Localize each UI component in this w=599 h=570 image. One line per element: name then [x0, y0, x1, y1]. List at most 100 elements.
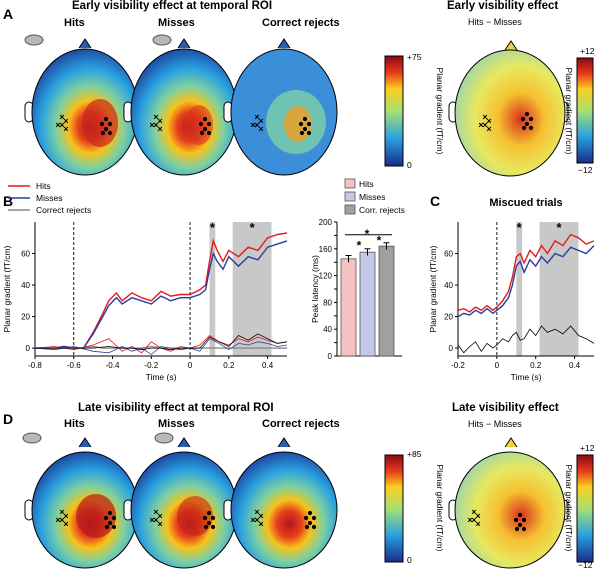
roi-dot-icon: [210, 524, 216, 530]
y-axis-label: Planar gradient (fT/cm): [428, 245, 438, 332]
legend-bar-chart: Hits Misses Corr. rejects: [344, 178, 405, 215]
roi-dot-icon: [520, 116, 526, 122]
roi-cross-icon: ×: [59, 507, 64, 517]
panel-a-diff-subtitle: Hits − Misses: [468, 17, 522, 27]
roi-dot-icon: [203, 524, 209, 530]
legend-swatch: [344, 191, 356, 202]
roi-dot-icon: [198, 121, 204, 127]
panel-letter-c: C: [430, 193, 441, 209]
roi-cross-icon: ×: [254, 120, 259, 130]
bar: [340, 258, 357, 357]
roi-cross-icon: ×: [157, 124, 162, 134]
roi-cross-icon: ×: [149, 515, 154, 525]
plot-b: -0.8 -0.6 -0.4 -0.2 0 0.2 0.4 0 20 40 60 Time (s) Pl…: [2, 220, 288, 382]
roi-dot-icon: [517, 512, 523, 518]
significance-shade: [232, 222, 272, 356]
roi-cross-icon: ×: [486, 116, 491, 126]
roi-cross-icon: ×: [157, 116, 162, 126]
significance-star: *: [377, 234, 382, 248]
roi-dot-icon: [302, 116, 308, 122]
y-tick-label: 40: [444, 281, 453, 290]
x-tick-label: -0.4: [106, 361, 120, 370]
significance-shade: [516, 222, 523, 356]
x-tick-label: 0: [188, 361, 193, 370]
roi-cross-icon: ×: [59, 120, 64, 130]
roi-cross-icon: ×: [153, 507, 158, 517]
roi-dot-icon: [521, 517, 527, 523]
y-tick-label: 0: [328, 352, 333, 361]
legend-label: Hits: [36, 181, 51, 191]
series-line: [34, 334, 288, 354]
y-tick-label: 40: [323, 325, 332, 334]
roi-dot-icon: [202, 126, 208, 132]
roi-cross-icon: ×: [250, 515, 255, 525]
roi-cross-icon: ×: [478, 120, 483, 130]
panel-d-diff-subtitle: Hits − Misses: [468, 419, 522, 429]
roi-dot-icon: [517, 522, 523, 528]
roi-cross-icon: ×: [486, 124, 491, 134]
significance-shade: [209, 222, 216, 356]
series-line: [34, 338, 288, 355]
roi-dot-icon: [104, 524, 110, 530]
y-tick-label: 200: [319, 218, 333, 227]
roi-dot-icon: [307, 520, 313, 526]
topomap-a-hits: [24, 34, 139, 176]
roi-cross-icon: ×: [59, 515, 64, 525]
bar: [378, 245, 395, 357]
topomap-d-hits: [22, 432, 139, 569]
y-tick-label: 80: [323, 298, 332, 307]
panel-d-diff-title: Late visibility effect: [452, 402, 559, 414]
roi-dot-icon: [307, 510, 313, 516]
roi-dot-icon: [107, 520, 113, 526]
topomap-d-diff: [448, 437, 569, 569]
panel-d-title: Late visibility effect at temporal ROI: [78, 402, 274, 414]
roi-dot-icon: [306, 121, 312, 127]
roi-cross-icon: ×: [258, 124, 263, 134]
roi-dot-icon: [302, 126, 308, 132]
significance-shade: [539, 222, 579, 356]
roi-cross-icon: ×: [63, 511, 68, 521]
roi-cross-icon: ×: [482, 112, 487, 122]
legend-label: Corr. rejects: [359, 205, 405, 215]
roi-cross-icon: ×: [157, 511, 162, 521]
roi-dot-icon: [524, 111, 530, 117]
series-line: [35, 333, 288, 351]
colorbar-a: [384, 55, 404, 167]
roi-cross-icon: ×: [149, 120, 154, 130]
colorbar-d-diff: [576, 454, 594, 563]
colorbar-d-diff-max: +12: [580, 443, 595, 453]
significance-star: *: [357, 238, 362, 252]
y-tick-label: 0: [449, 344, 454, 353]
panel-letter-a: A: [3, 6, 14, 22]
roi-cross-icon: ×: [63, 124, 68, 134]
legend-swatch: [344, 204, 356, 215]
colorbar-d-min: 0: [407, 555, 412, 565]
roi-cross-icon: ×: [157, 519, 162, 529]
significance-star: *: [250, 220, 256, 235]
panel-d-col-hits: Hits: [64, 418, 85, 430]
roi-dot-icon: [298, 121, 304, 127]
y-tick-label: 160: [319, 245, 333, 254]
roi-dot-icon: [528, 125, 534, 131]
roi-dot-icon: [99, 121, 105, 127]
roi-dot-icon: [514, 526, 520, 532]
significance-star: *: [517, 220, 523, 235]
colorbar-d-max: +85: [407, 449, 422, 459]
roi-dot-icon: [206, 510, 212, 516]
topomap-a-diff: [448, 40, 569, 177]
series-line: [457, 325, 595, 354]
roi-dot-icon: [111, 515, 117, 521]
roi-dot-icon: [303, 515, 309, 521]
legend-b: Hits Misses Correct rejects: [8, 181, 91, 215]
roi-cross-icon: ×: [258, 511, 263, 521]
x-tick-label: -0.8: [28, 361, 42, 370]
roi-cross-icon: ×: [153, 112, 158, 122]
roi-dot-icon: [202, 116, 208, 122]
roi-dot-icon: [513, 517, 519, 523]
topomap-d-correct-rejects: [223, 437, 338, 569]
roi-dot-icon: [103, 116, 109, 122]
topomap-a-correct-rejects: [223, 38, 338, 176]
y-tick-label: 20: [444, 313, 453, 322]
